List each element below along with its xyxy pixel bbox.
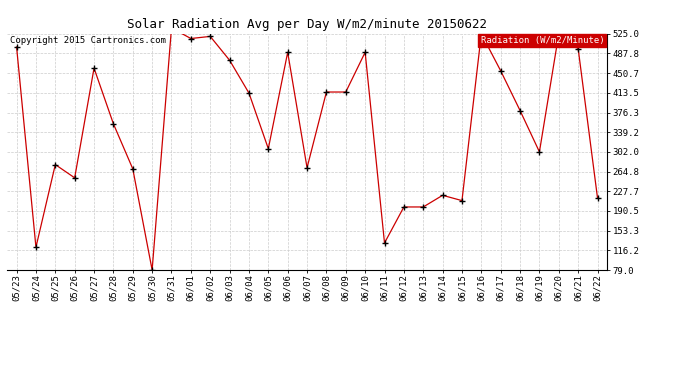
Text: Radiation (W/m2/Minute): Radiation (W/m2/Minute) [480, 36, 604, 45]
Text: Copyright 2015 Cartronics.com: Copyright 2015 Cartronics.com [10, 36, 166, 45]
Title: Solar Radiation Avg per Day W/m2/minute 20150622: Solar Radiation Avg per Day W/m2/minute … [127, 18, 487, 31]
